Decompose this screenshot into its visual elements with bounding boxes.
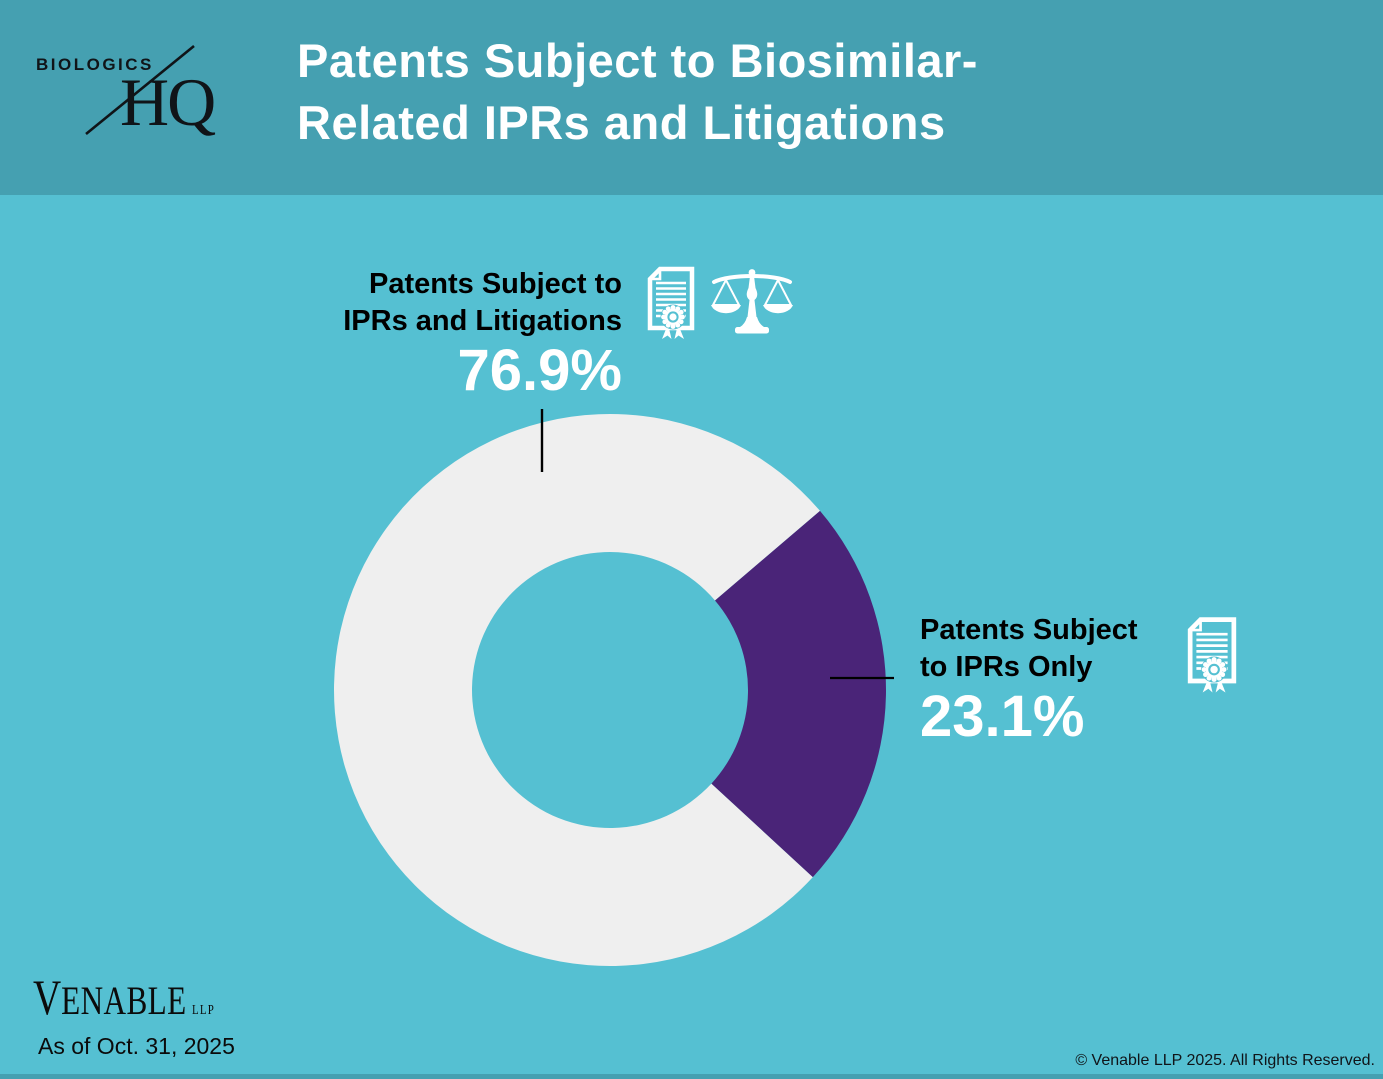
certificate-icon	[647, 266, 695, 339]
callout-percentage: 23.1%	[920, 684, 1085, 749]
callout-iprs-and-litigations: Patents Subject to IPRs and Litigations …	[202, 266, 622, 400]
as-of-date: As of Oct. 31, 2025	[38, 1033, 235, 1059]
biologicshq-logo: BIOLOGICS HQ	[0, 0, 280, 195]
page-title: Patents Subject to Biosimilar- Related I…	[297, 30, 1297, 154]
certificate-icon	[1187, 617, 1237, 693]
venable-logo-rest: ENABLE	[61, 978, 187, 1023]
callout-label-line2: IPRs and Litigations	[343, 305, 622, 337]
donut-slices	[334, 413, 887, 966]
donut-slice	[711, 510, 887, 878]
header-bar: BIOLOGICS HQ Patents Subject to Biosimil…	[0, 0, 1383, 195]
page-title-line1: Patents Subject to Biosimilar-	[297, 34, 978, 87]
logo-hq-text: HQ	[120, 64, 216, 140]
logo-biologics-text: BIOLOGICS	[36, 55, 154, 74]
callout-label-line2: to IPRs Only	[920, 651, 1093, 683]
scales-of-justice-icon	[711, 269, 793, 334]
callout-label-line1: Patents Subject	[920, 614, 1138, 646]
venable-logo: VENABLE LLP	[33, 972, 215, 1024]
page-title-line2: Related IPRs and Litigations	[297, 96, 946, 149]
donut-slice	[334, 413, 820, 966]
venable-logo-llp: LLP	[192, 1003, 215, 1018]
callout-percentage: 76.9%	[457, 338, 622, 403]
copyright-notice: © Venable LLP 2025. All Rights Reserved.	[1075, 1052, 1375, 1069]
logo-slash-icon	[85, 44, 195, 136]
venable-logo-initial: V	[33, 969, 62, 1025]
callout-label-line1: Patents Subject to	[369, 268, 622, 300]
callout-iprs-only: Patents Subject to IPRs Only 23.1%	[920, 612, 1220, 746]
bottom-border-strip	[0, 1074, 1383, 1079]
